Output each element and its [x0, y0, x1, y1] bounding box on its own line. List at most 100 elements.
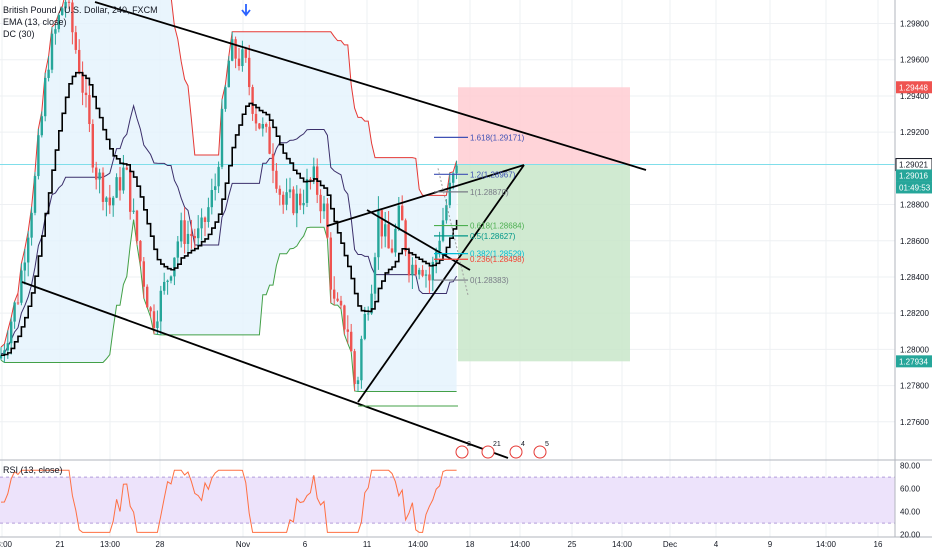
candle-body	[407, 251, 411, 276]
time-tick-label: Nov	[236, 540, 250, 549]
candle-body	[302, 202, 305, 206]
fib-level-label: 1(1.28870)	[470, 188, 509, 197]
ema-legend: EMA (13, close)	[3, 17, 67, 27]
candle-body	[54, 29, 57, 34]
candle-body	[190, 233, 193, 237]
candle-body	[346, 329, 349, 332]
candle-body	[13, 302, 16, 322]
fib-level-label: 0.236(1.28498)	[470, 255, 525, 264]
candle-body	[108, 197, 111, 206]
candle-body	[139, 240, 142, 262]
event-flag-icon	[481, 445, 495, 459]
candle-body	[380, 210, 383, 237]
candle-body	[295, 193, 298, 214]
candle-body	[37, 135, 40, 177]
event-count: 4	[521, 441, 525, 448]
candle-body	[169, 276, 173, 281]
candle-body	[0, 355, 3, 359]
rsi-pane	[0, 459, 932, 533]
rsi-legend: RSI (13, close)	[3, 465, 63, 475]
candle-body	[414, 264, 417, 275]
candle-body	[129, 169, 132, 212]
candle-body	[329, 237, 332, 290]
price-tick-label: 1.27600	[900, 418, 929, 427]
candle-body	[132, 210, 135, 212]
price-badge	[896, 81, 932, 94]
candle-body	[353, 351, 356, 384]
candle-body	[278, 188, 281, 195]
candle-body	[370, 293, 373, 314]
candle-body	[135, 210, 139, 241]
candle-body	[88, 95, 91, 125]
arrow-down-icon	[241, 4, 251, 17]
candle-body	[244, 49, 247, 58]
price-badge	[896, 169, 932, 182]
candle-body	[57, 15, 60, 30]
candle-body	[217, 166, 220, 187]
time-tick-label: 28	[156, 540, 165, 549]
candle-body	[61, 8, 64, 16]
candle-body	[67, 1, 71, 3]
fib-connector	[437, 168, 469, 296]
time-tick-label: 9	[768, 540, 773, 549]
candle-body	[292, 189, 295, 214]
candle-body	[424, 274, 428, 276]
time-tick-label: 14:00	[816, 540, 837, 549]
candle-body	[47, 69, 50, 78]
trend-lines[interactable]	[21, 1, 647, 459]
candle-body	[237, 58, 241, 67]
events[interactable]: 2 21 4 5	[241, 4, 549, 459]
candle-body	[435, 251, 438, 262]
price-tick-label: 1.28800	[900, 201, 929, 210]
candle-body	[445, 205, 448, 221]
candle-body	[176, 241, 179, 258]
candle-body	[152, 311, 156, 328]
time-tick-label: 4	[714, 540, 719, 549]
candle-body	[336, 298, 339, 301]
price-badge-label: 01:49:53	[899, 183, 931, 192]
price-tick-label: 1.28400	[900, 273, 929, 282]
fib-level-label: 1.618(1.29171)	[470, 133, 525, 142]
candle-body	[30, 212, 33, 238]
candle-body	[319, 194, 322, 212]
dc-lower	[0, 219, 457, 393]
candle-body	[421, 269, 424, 276]
candle-body	[299, 193, 302, 206]
time-tick-label: 25	[568, 540, 577, 549]
candle-body	[173, 257, 176, 277]
time-tick-label: 21	[56, 540, 65, 549]
position-tool[interactable]	[0, 87, 895, 362]
rsi-line	[0, 469, 457, 533]
stop-zone	[458, 87, 630, 165]
ema-line	[1, 71, 458, 356]
candle-body	[101, 172, 105, 202]
candle-body	[285, 192, 288, 205]
candle-body	[142, 261, 145, 287]
rsi-tick-label: 20.00	[900, 531, 921, 540]
price-badge-label: 1.29448	[899, 83, 928, 92]
price-badge	[896, 181, 932, 194]
candle-body	[146, 286, 149, 308]
fib-level-label: 0.5(1.28627)	[470, 232, 516, 241]
candle-body	[309, 179, 312, 181]
fib-extension[interactable]: 1.618(1.29171) 1.2(1.28967) 1(1.28870) 0.61…	[434, 133, 525, 296]
flag-line	[366, 209, 471, 271]
candle-body	[74, 32, 77, 50]
candle-body	[411, 264, 414, 276]
candle-body	[193, 236, 196, 239]
candle-body	[105, 197, 108, 202]
price-tick-label: 1.28600	[900, 237, 929, 246]
candle-body	[23, 262, 26, 271]
candle-body	[231, 39, 234, 61]
candle-body	[186, 233, 190, 244]
target-zone	[458, 164, 630, 362]
candle-body	[203, 217, 207, 222]
candle-body	[322, 203, 326, 212]
candle-body	[305, 179, 309, 203]
candle-body	[387, 224, 390, 249]
fib-level-label: 0.618(1.28684)	[470, 222, 525, 231]
candle-body	[418, 269, 421, 275]
candle-body	[282, 194, 285, 205]
candle-body	[3, 350, 6, 356]
